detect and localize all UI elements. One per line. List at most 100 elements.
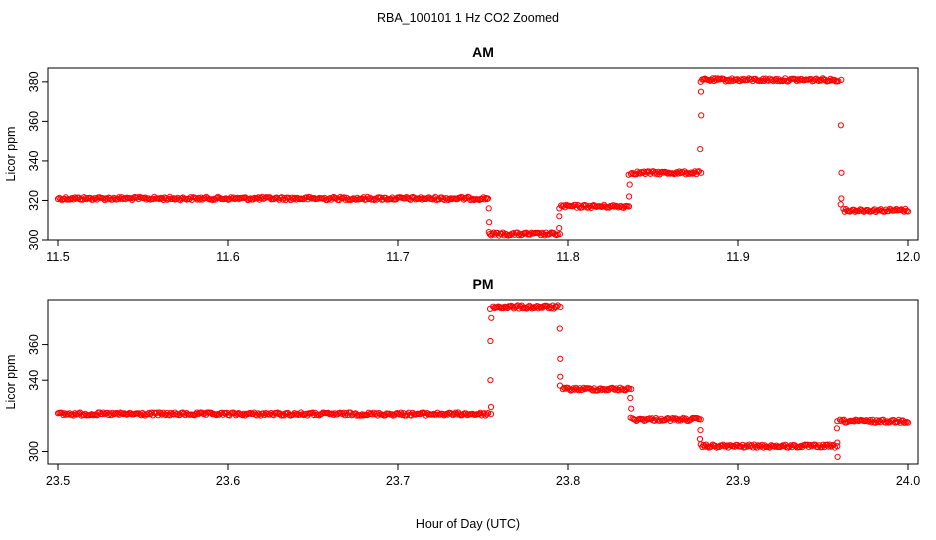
- data-point: [675, 417, 682, 424]
- data-point: [556, 231, 564, 238]
- data-point: [628, 405, 635, 412]
- data-point: [834, 418, 841, 425]
- data-point: [500, 305, 507, 312]
- data-point: [682, 171, 689, 178]
- data-point: [481, 196, 488, 203]
- data-point: [835, 78, 842, 85]
- data-point: [556, 382, 564, 389]
- data-points: [54, 302, 912, 460]
- data-point: [904, 419, 912, 426]
- x-tick-label: 23.9: [726, 474, 750, 488]
- data-point: [851, 208, 859, 215]
- data-point: [487, 403, 495, 411]
- data-point: [904, 208, 912, 215]
- data-point: [626, 181, 633, 188]
- data-point: [686, 170, 693, 177]
- data-point: [625, 203, 633, 210]
- data-point: [557, 304, 564, 311]
- data-point: [680, 414, 687, 421]
- data-point: [485, 205, 492, 212]
- data-point: [556, 213, 563, 220]
- data-point: [515, 232, 522, 239]
- data-point: [585, 204, 592, 211]
- data-point: [623, 386, 630, 393]
- data-point: [696, 435, 704, 443]
- plot-frame: [47, 67, 919, 241]
- data-point: [611, 386, 619, 393]
- x-tick-label: 12.0: [896, 250, 920, 264]
- data-point: [597, 385, 604, 392]
- data-point: [837, 201, 844, 208]
- data-point: [834, 439, 841, 446]
- data-point: [100, 409, 107, 416]
- data-point: [553, 303, 560, 310]
- data-point: [697, 416, 704, 423]
- data-points: [54, 75, 912, 239]
- data-point: [146, 195, 153, 202]
- data-point: [325, 409, 332, 416]
- y-tick-label: 360: [27, 111, 41, 132]
- data-point: [556, 325, 563, 332]
- data-point: [838, 76, 845, 84]
- panel-title: PM: [473, 276, 494, 292]
- x-tick-label: 23.5: [46, 474, 70, 488]
- y-tick-label: 380: [27, 71, 41, 92]
- data-point: [274, 409, 281, 416]
- data-point: [535, 305, 542, 312]
- data-point: [487, 337, 494, 345]
- y-tick-label: 300: [27, 230, 41, 251]
- data-point: [697, 78, 704, 85]
- data-point: [330, 411, 337, 418]
- data-point: [838, 169, 845, 176]
- data-point: [570, 385, 577, 392]
- data-point: [510, 230, 517, 237]
- x-tick-label: 11.7: [386, 250, 409, 264]
- data-point: [610, 202, 617, 209]
- data-point: [487, 305, 494, 312]
- data-point: [627, 414, 634, 421]
- data-point: [557, 355, 564, 362]
- panel-am: AM Licor ppm 11.5 11.6 11.7 11.8 11.9 12.0 300 32…: [4, 44, 920, 264]
- data-point: [833, 425, 841, 432]
- data-point: [697, 88, 705, 95]
- data-point: [487, 377, 494, 384]
- data-point: [627, 394, 634, 402]
- data-point: [488, 314, 495, 321]
- data-point: [484, 195, 491, 202]
- y-tick-label: 320: [27, 190, 41, 211]
- data-point: [602, 387, 609, 394]
- x-tick-label: 11.5: [46, 250, 69, 264]
- data-point: [704, 443, 711, 450]
- x-tick-label: 23.8: [556, 474, 580, 488]
- y-tick-label: 340: [27, 150, 41, 171]
- plot-frame: [47, 299, 919, 465]
- data-point: [486, 219, 493, 226]
- data-point: [487, 411, 495, 418]
- x-axis-label: Hour of Day (UTC): [416, 517, 520, 531]
- x-tick-label: 11.6: [216, 250, 239, 264]
- data-point: [837, 122, 845, 129]
- data-point: [528, 305, 536, 312]
- y-tick-label: 300: [27, 441, 41, 462]
- data-point: [669, 415, 677, 422]
- data-point: [834, 443, 841, 450]
- data-point: [694, 415, 701, 422]
- data-point: [895, 416, 902, 423]
- figure-title: RBA_100101 1 Hz CO2 Zoomed: [377, 11, 559, 25]
- data-point: [556, 225, 563, 232]
- data-point: [838, 195, 845, 202]
- data-point: [700, 441, 707, 449]
- x-tick-label: 23.7: [386, 474, 410, 488]
- data-point: [485, 410, 492, 417]
- x-tick-label: 11.9: [726, 250, 749, 264]
- y-tick-label: 360: [27, 334, 41, 355]
- data-point: [71, 194, 79, 201]
- data-point: [557, 373, 564, 380]
- data-point: [483, 411, 490, 418]
- data-point: [485, 229, 492, 236]
- data-point: [698, 169, 705, 176]
- y-tick-label: 340: [27, 370, 41, 391]
- data-point: [626, 193, 633, 200]
- y-axis-label: Licor ppm: [4, 355, 18, 410]
